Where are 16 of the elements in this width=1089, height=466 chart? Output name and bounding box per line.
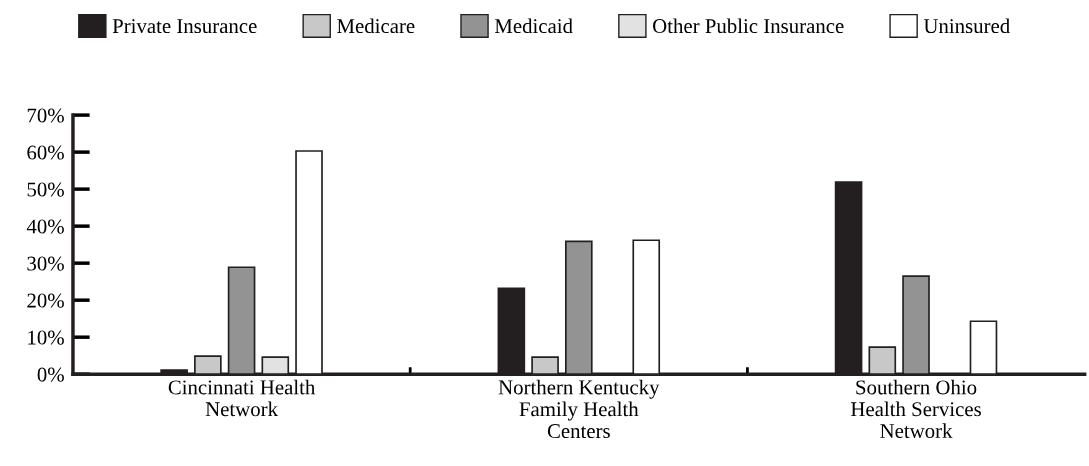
y-tick-label: 30% bbox=[27, 256, 64, 271]
x-tick-label: Cincinnati Health Network bbox=[168, 379, 316, 417]
y-tick-label: 60% bbox=[27, 145, 64, 160]
y-tick-label: 0% bbox=[37, 367, 64, 382]
legend-label: Medicare bbox=[337, 18, 415, 34]
legend-label: Medicaid bbox=[494, 18, 573, 34]
legend-label: Uninsured bbox=[923, 18, 1010, 34]
legend-label: Private Insurance bbox=[112, 19, 257, 34]
y-tick-label: 50% bbox=[27, 182, 64, 197]
y-tick-label: 70% bbox=[27, 108, 64, 123]
x-tick-label: Northern Kentucky Family Health Centers bbox=[498, 379, 660, 439]
x-tick-label: Southern Ohio Health Services Network bbox=[850, 379, 981, 438]
y-tick-label: 10% bbox=[28, 330, 64, 345]
y-tick-label: 20% bbox=[27, 293, 64, 308]
legend-label: Other Public Insurance bbox=[653, 18, 844, 34]
y-tick-label: 40% bbox=[26, 219, 64, 234]
